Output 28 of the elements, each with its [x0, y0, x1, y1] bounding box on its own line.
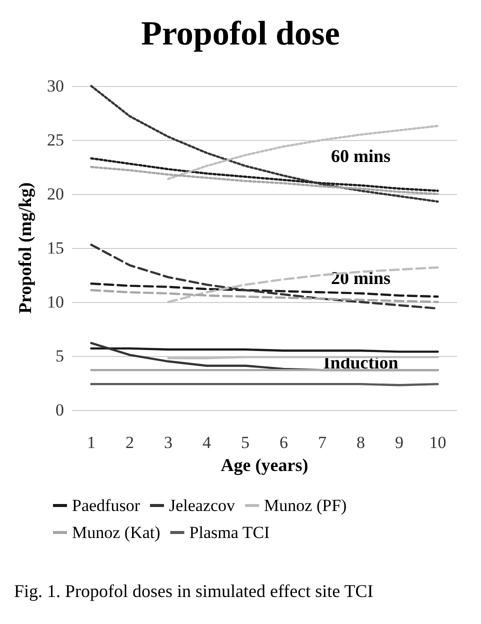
x-tick-label: 2	[126, 433, 134, 452]
legend-label: Munoz (PF)	[264, 496, 347, 515]
x-axis-title: Age (years)	[220, 454, 308, 475]
y-tick-label: 30	[47, 76, 64, 96]
annotation: Induction	[323, 352, 398, 372]
y-axis-title: Propofol (mg/kg)	[15, 182, 35, 314]
legend-label: Jeleazcov	[168, 496, 236, 515]
y-tick-label: 10	[47, 292, 64, 312]
x-tick-label: 8	[356, 433, 365, 452]
y-tick-label: 0	[56, 400, 64, 420]
x-tick-label: 10	[429, 433, 446, 452]
chart-title: Propofol dose	[141, 16, 340, 52]
y-tick-label: 15	[47, 238, 64, 258]
legend-label: Paedfusor	[72, 496, 140, 515]
x-tick-label: 7	[318, 433, 327, 452]
legend-label: Plasma TCI	[189, 523, 270, 542]
x-tick-label: 4	[202, 433, 212, 452]
caption: Fig. 1. Propofol doses in simulated effect site TCI	[14, 581, 374, 601]
x-tick-label: 3	[164, 433, 172, 452]
x-tick-label: 6	[280, 433, 288, 452]
annotation: 60 mins	[330, 146, 391, 166]
x-tick-label: 5	[241, 433, 250, 452]
x-tick-label: 1	[87, 433, 96, 452]
y-tick-label: 5	[56, 346, 64, 366]
legend-label: Munoz (Kat)	[72, 523, 160, 542]
y-tick-label: 20	[47, 184, 64, 204]
y-tick-label: 25	[47, 130, 64, 150]
x-tick-label: 9	[395, 433, 404, 452]
